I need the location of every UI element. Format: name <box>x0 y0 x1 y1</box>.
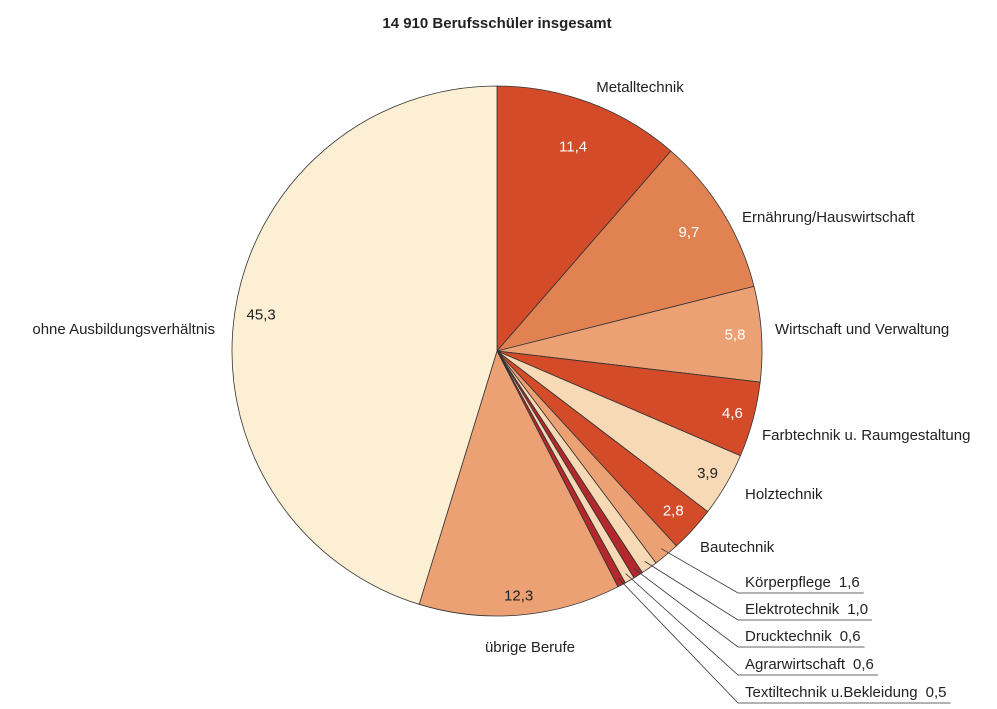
value-label: 0,6 <box>840 628 861 645</box>
value-label: 11,4 <box>559 138 587 155</box>
value-label: 4,6 <box>722 405 743 422</box>
leader-line <box>625 573 878 676</box>
slice-label: Agrarwirtschaft <box>745 656 846 673</box>
leader-line <box>633 568 865 648</box>
slice-label: übrige Berufe <box>485 639 575 656</box>
value-label: 1,0 <box>847 601 868 618</box>
leader-line <box>661 548 864 594</box>
slice-label: Körperpflege <box>745 574 831 591</box>
value-label: 0,6 <box>853 656 874 673</box>
pie-slice <box>231 85 498 605</box>
value-label: 0,5 <box>926 684 947 701</box>
value-label: 3,9 <box>697 465 718 482</box>
value-label: 12,3 <box>504 587 533 604</box>
value-label: 2,8 <box>663 503 684 520</box>
slice-label: ohne Ausbildungsverhältnis <box>32 321 215 338</box>
value-label: 1,6 <box>839 574 860 591</box>
slice-label: Farbtechnik u. Raumgestaltung <box>762 427 970 444</box>
pie-slice <box>496 85 672 353</box>
slice-label: Ernährung/Hauswirtschaft <box>742 209 915 226</box>
slice-label: Wirtschaft und Verwaltung <box>775 321 949 338</box>
leader-line <box>644 561 873 621</box>
chart-title: 14 910 Berufsschüler insgesamt <box>382 15 611 32</box>
slice-label: Holztechnik <box>745 486 823 503</box>
value-label: 5,8 <box>725 327 746 344</box>
pie-slice <box>418 349 619 617</box>
slice-label: Textiltechnik u.Bekleidung <box>745 684 918 701</box>
slice-label: Bautechnik <box>700 539 775 556</box>
slice-label: Drucktechnik <box>745 628 832 645</box>
value-label: 45,3 <box>247 307 276 324</box>
leader-line <box>617 577 951 704</box>
slice-label: Metalltechnik <box>596 79 684 96</box>
pie-slice <box>495 150 755 352</box>
value-label: 9,7 <box>679 224 700 241</box>
slice-label: Elektrotechnik <box>745 601 840 618</box>
